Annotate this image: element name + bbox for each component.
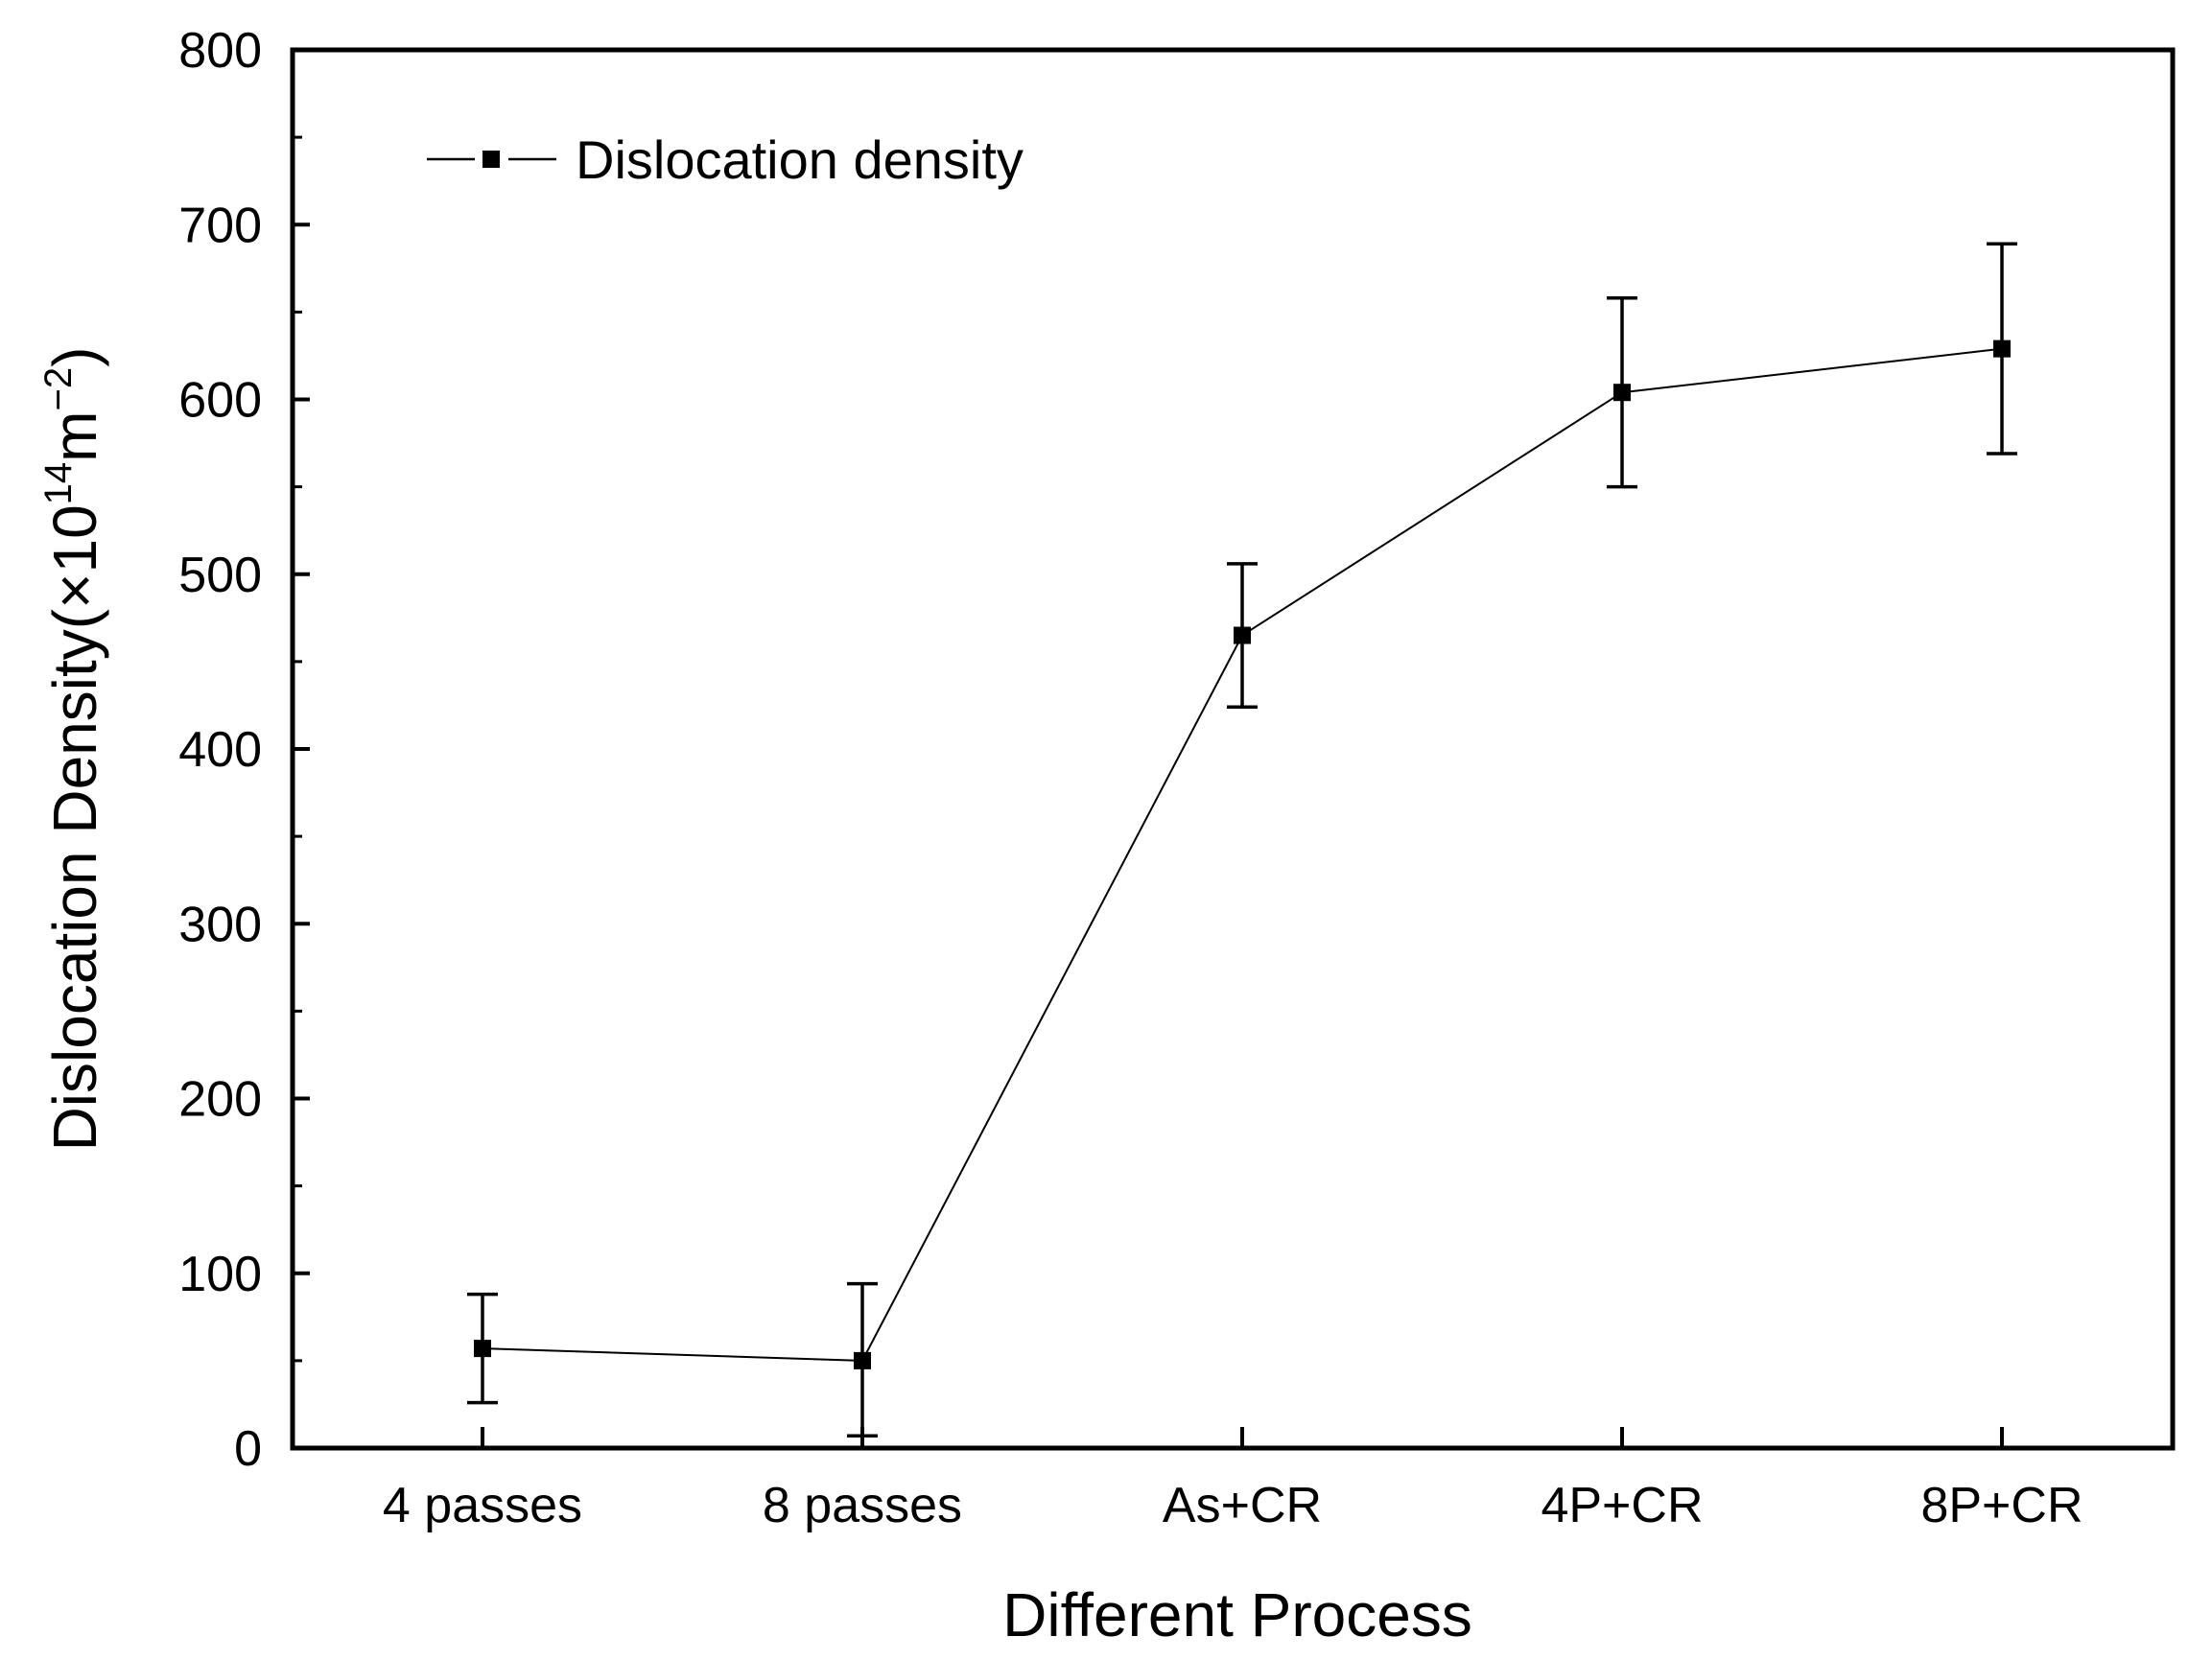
- x-axis-title: Different Process: [1002, 1580, 1472, 1649]
- x-tick-label: 8P+CR: [1920, 1478, 2083, 1533]
- x-tick-label: 4P+CR: [1541, 1478, 1703, 1533]
- legend: Dislocation density: [427, 129, 1024, 190]
- y-tick-label: 200: [178, 1072, 262, 1128]
- x-axis: 4 passes 8 passes As+CR 4P+CR 8P+CR: [383, 1427, 2083, 1533]
- legend-marker: [482, 151, 500, 168]
- y-axis: 0 100 200 300 400 500 600 700 800: [178, 23, 310, 1477]
- legend-label: Dislocation density: [576, 129, 1024, 190]
- y-tick-label: 400: [178, 722, 262, 778]
- y-tick-label: 500: [178, 548, 262, 603]
- y-axis-title-unit: m: [40, 411, 109, 462]
- x-tick-label: As+CR: [1163, 1478, 1322, 1533]
- data-point: [854, 1351, 871, 1369]
- y-axis-title-exp2: −2: [37, 367, 80, 411]
- y-tick-label: 600: [178, 373, 262, 429]
- series-line: [482, 347, 2003, 1362]
- x-tick-label: 4 passes: [383, 1478, 582, 1533]
- y-axis-title-close: ): [40, 347, 109, 367]
- y-axis-title: Dislocation Density(×1014m−2): [37, 347, 109, 1152]
- data-point: [1234, 626, 1251, 644]
- data-point: [1613, 384, 1631, 402]
- y-tick-label: 800: [178, 23, 262, 79]
- x-tick-label: 8 passes: [763, 1478, 962, 1533]
- y-tick-label: 0: [234, 1421, 262, 1477]
- y-tick-label: 300: [178, 897, 262, 952]
- y-tick-label: 700: [178, 198, 262, 253]
- data-point: [474, 1340, 491, 1358]
- data-point: [1993, 339, 2011, 358]
- y-tick-label: 100: [178, 1247, 262, 1302]
- y-axis-title-times: ×10: [40, 504, 109, 609]
- y-axis-title-exp1: 14: [37, 462, 80, 505]
- plot-frame: [290, 47, 2176, 1451]
- y-axis-title-main: Dislocation Density(: [40, 609, 109, 1152]
- data-series: [467, 242, 2017, 1438]
